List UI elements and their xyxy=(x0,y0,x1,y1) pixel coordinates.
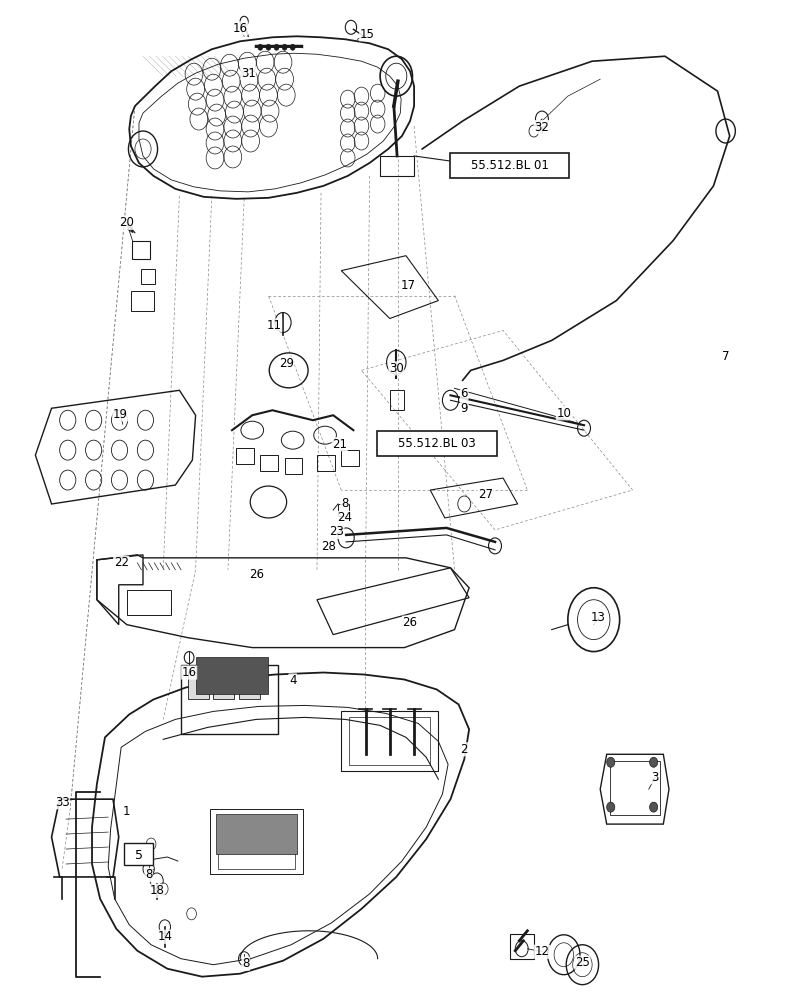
Text: 17: 17 xyxy=(401,279,415,292)
Text: 20: 20 xyxy=(119,216,134,229)
Bar xyxy=(285,458,302,474)
Bar xyxy=(341,711,438,771)
Text: 5: 5 xyxy=(135,849,143,862)
Text: 55.512.BL 01: 55.512.BL 01 xyxy=(470,159,548,172)
Circle shape xyxy=(258,44,263,50)
Text: 55.512.BL 03: 55.512.BL 03 xyxy=(397,437,475,450)
Circle shape xyxy=(266,44,271,50)
Text: 7: 7 xyxy=(721,350,728,363)
Circle shape xyxy=(290,44,294,50)
FancyBboxPatch shape xyxy=(124,843,152,865)
Text: 8: 8 xyxy=(145,868,152,881)
Text: 3: 3 xyxy=(650,771,658,784)
Bar xyxy=(127,590,171,615)
Text: 29: 29 xyxy=(278,357,294,370)
Bar xyxy=(132,241,150,259)
Text: 16: 16 xyxy=(182,666,196,679)
Text: 15: 15 xyxy=(359,28,374,41)
Bar xyxy=(218,819,294,869)
FancyBboxPatch shape xyxy=(376,431,496,456)
Text: 27: 27 xyxy=(477,488,492,501)
Bar xyxy=(213,672,234,699)
Text: 13: 13 xyxy=(590,611,605,624)
Text: 14: 14 xyxy=(157,930,172,943)
Circle shape xyxy=(282,44,287,50)
Bar xyxy=(210,809,303,874)
Bar xyxy=(341,450,358,466)
Text: 28: 28 xyxy=(320,540,335,553)
Text: 26: 26 xyxy=(249,568,264,581)
Circle shape xyxy=(274,44,279,50)
Bar xyxy=(195,657,268,694)
Text: 30: 30 xyxy=(388,362,403,375)
Bar xyxy=(316,455,334,471)
Circle shape xyxy=(649,757,657,767)
Circle shape xyxy=(649,802,657,812)
Bar xyxy=(337,504,349,516)
Text: 2: 2 xyxy=(460,743,467,756)
Text: 23: 23 xyxy=(328,525,343,538)
Circle shape xyxy=(606,757,614,767)
Circle shape xyxy=(606,802,614,812)
Text: 12: 12 xyxy=(534,945,549,958)
Text: 21: 21 xyxy=(332,438,347,451)
FancyBboxPatch shape xyxy=(449,153,569,178)
Bar xyxy=(131,291,153,311)
Text: 10: 10 xyxy=(556,407,570,420)
Bar xyxy=(216,814,296,854)
Text: 26: 26 xyxy=(402,616,417,629)
Text: 9: 9 xyxy=(460,402,467,415)
Text: 8: 8 xyxy=(242,957,249,970)
Bar xyxy=(236,448,254,464)
Bar xyxy=(140,269,155,284)
Text: 11: 11 xyxy=(266,319,281,332)
Text: 8: 8 xyxy=(341,497,348,510)
Text: 19: 19 xyxy=(113,408,127,421)
Text: 16: 16 xyxy=(232,22,247,35)
Text: 18: 18 xyxy=(149,884,164,897)
Text: 25: 25 xyxy=(574,956,589,969)
Text: 22: 22 xyxy=(114,556,128,569)
Bar xyxy=(609,761,659,815)
Text: 33: 33 xyxy=(54,796,70,809)
Bar xyxy=(181,665,278,734)
Bar xyxy=(239,672,260,699)
Text: 32: 32 xyxy=(534,121,549,134)
Bar xyxy=(260,455,278,471)
Bar xyxy=(389,390,404,410)
Text: 4: 4 xyxy=(289,674,296,687)
Bar xyxy=(187,672,208,699)
Text: 24: 24 xyxy=(337,511,351,524)
Bar xyxy=(509,934,533,959)
Text: 6: 6 xyxy=(460,387,467,400)
Text: 1: 1 xyxy=(123,805,131,818)
Text: 31: 31 xyxy=(241,67,255,80)
Bar xyxy=(349,717,430,765)
